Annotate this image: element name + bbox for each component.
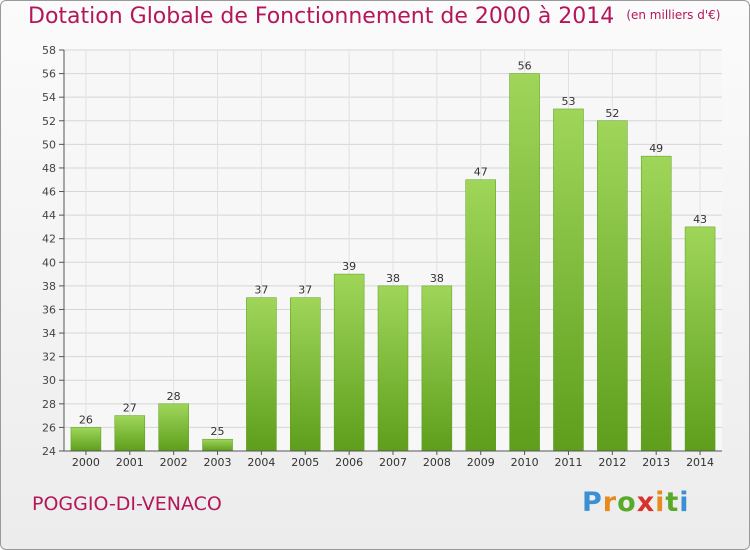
chart-unit: (en milliers d'€) [626,8,721,22]
bar-value-label: 47 [474,166,488,179]
x-tick-label: 2008 [423,456,451,469]
bar-2013 [640,155,672,452]
bar-2011 [553,108,584,452]
bar-value-label: 56 [518,60,532,73]
y-tick-label: 36 [42,303,56,316]
bar-2002 [158,403,189,452]
bar-2010 [509,73,540,452]
commune-name: POGGIO-DI-VENACO [32,493,222,515]
y-tick-label: 32 [42,351,56,364]
y-tick-label: 26 [42,421,56,434]
x-tick-label: 2006 [335,456,363,469]
bar-value-label: 27 [123,402,137,415]
y-tick-label: 50 [42,138,56,151]
bar-value-label: 39 [342,260,356,273]
bar-value-label: 25 [211,425,225,438]
x-tick-label: 2004 [247,456,275,469]
chart-title: Dotation Globale de Fonctionnement de 20… [28,4,720,29]
bar-2006 [333,273,365,452]
bar-value-label: 37 [298,284,312,297]
y-tick-label: 56 [42,68,56,81]
x-tick-label: 2012 [598,456,626,469]
bar-2014 [684,226,716,452]
bar-2003 [202,438,233,452]
bar-value-label: 37 [254,284,268,297]
y-tick-label: 58 [42,44,56,57]
y-tick-label: 28 [42,398,56,411]
x-tick-label: 2002 [160,456,188,469]
y-tick-label: 46 [42,186,56,199]
bar-value-label: 38 [386,272,400,285]
bar-value-label: 53 [561,95,575,108]
y-tick-label: 34 [42,327,56,340]
proxiti-logo: Proxiti [582,487,690,518]
x-tick-label: 2009 [467,456,495,469]
x-tick-label: 2003 [204,456,232,469]
bar-2007 [377,285,409,452]
y-tick-label: 30 [42,374,56,387]
x-tick-label: 2010 [511,456,539,469]
bar-value-label: 52 [605,107,619,120]
axis-layer: 24 26 28 30 32 34 36 38 40 42 44 46 48 50 52 54 56 58 2000… [42,44,722,469]
x-tick-label: 2011 [554,456,582,469]
x-tick-label: 2007 [379,456,407,469]
bar-2008 [421,285,453,452]
bar-2004 [246,297,277,452]
bar-2000 [70,427,102,452]
bar-value-label: 38 [430,272,444,285]
x-tick-label: 2005 [291,456,319,469]
bar-2001 [114,415,146,452]
y-tick-label: 52 [42,115,56,128]
bar-value-label: 49 [649,142,663,155]
y-tick-label: 54 [42,91,56,104]
y-tick-label: 40 [42,256,56,269]
y-tick-label: 48 [42,162,56,175]
bar-2005 [290,297,321,452]
x-tick-label: 2014 [686,456,714,469]
y-tick-label: 24 [42,445,56,458]
y-tick-label: 44 [42,209,56,222]
chart-title-text: Dotation Globale de Fonctionnement de 20… [28,4,615,29]
x-tick-label: 2001 [116,456,144,469]
bar-value-label: 26 [79,413,93,426]
bar-2012 [597,120,628,452]
bar-value-label: 43 [693,213,707,226]
y-tick-label: 38 [42,280,56,293]
x-tick-label: 2013 [642,456,670,469]
bar-value-label: 28 [167,390,181,403]
bar-2009 [465,179,496,452]
y-tick-label: 42 [42,233,56,246]
x-tick-label: 2000 [72,456,100,469]
